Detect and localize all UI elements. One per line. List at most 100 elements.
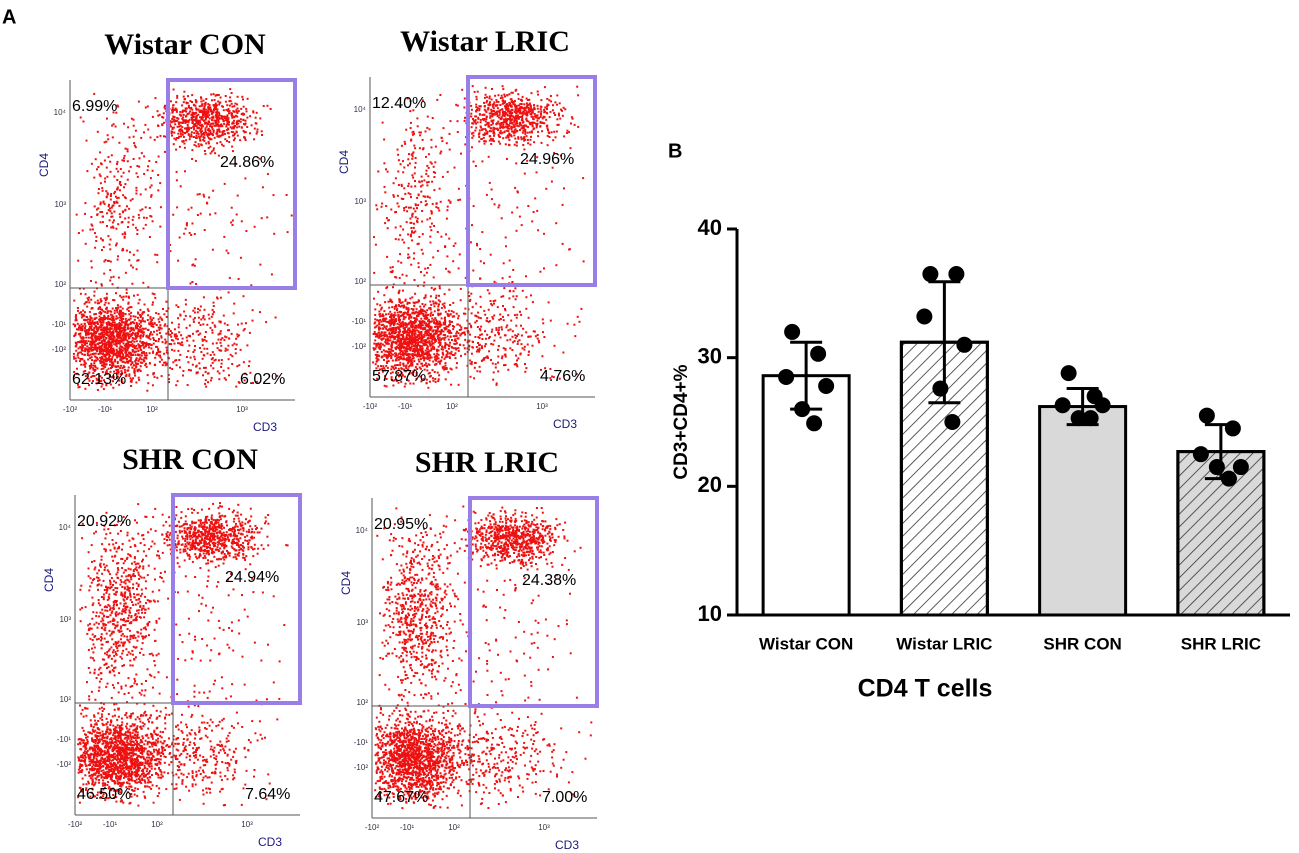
event-dot xyxy=(432,337,435,340)
event-dot xyxy=(119,216,122,219)
event-dot xyxy=(177,137,180,139)
event-dot xyxy=(118,335,121,338)
event-dot xyxy=(399,234,402,237)
event-dot xyxy=(116,197,119,200)
event-dot xyxy=(125,344,128,347)
event-dot xyxy=(235,162,238,165)
event-dot xyxy=(137,259,140,262)
event-dot xyxy=(408,359,411,362)
event-dot xyxy=(124,348,127,350)
event-dot xyxy=(83,341,86,344)
event-dot xyxy=(99,328,102,331)
event-dot xyxy=(90,260,93,263)
event-dot xyxy=(454,352,457,355)
event-dot xyxy=(121,346,123,349)
event-dot xyxy=(85,336,88,339)
event-dot xyxy=(409,342,412,345)
event-dot xyxy=(395,331,397,334)
event-dot xyxy=(521,131,524,134)
event-dot xyxy=(211,99,213,102)
event-dot xyxy=(226,324,229,326)
event-dot xyxy=(95,348,97,351)
event-dot xyxy=(262,105,265,107)
event-dot xyxy=(438,336,441,339)
event-dot xyxy=(389,339,392,342)
event-dot xyxy=(399,345,401,348)
event-dot xyxy=(121,314,124,317)
event-dot xyxy=(402,325,405,328)
event-dot xyxy=(107,351,110,354)
event-dot xyxy=(276,374,279,377)
event-dot xyxy=(504,105,506,108)
event-dot xyxy=(389,315,391,318)
event-dot xyxy=(106,175,109,178)
event-dot xyxy=(189,107,192,110)
event-dot xyxy=(478,136,481,138)
event-dot xyxy=(181,133,184,136)
event-dot xyxy=(139,321,142,324)
event-dot xyxy=(218,125,221,128)
event-dot xyxy=(118,333,121,336)
event-dot xyxy=(238,125,241,128)
event-dot xyxy=(120,372,123,375)
event-dot xyxy=(214,152,217,155)
event-dot xyxy=(101,249,103,251)
event-dot xyxy=(190,206,193,209)
event-dot xyxy=(216,118,219,121)
event-dot xyxy=(409,217,412,220)
event-dot xyxy=(112,318,115,320)
event-dot xyxy=(94,232,96,235)
event-dot xyxy=(414,332,417,335)
event-dot xyxy=(558,114,560,117)
event-dot xyxy=(103,330,106,333)
event-dot xyxy=(131,218,134,221)
event-dot xyxy=(146,169,149,172)
event-dot xyxy=(106,225,108,227)
event-dot xyxy=(447,325,450,328)
event-dot xyxy=(552,139,555,142)
event-dot xyxy=(115,354,118,357)
event-dot xyxy=(390,327,393,330)
event-dot xyxy=(530,113,533,116)
event-dot xyxy=(84,365,87,368)
event-dot xyxy=(97,323,99,325)
event-dot xyxy=(410,324,412,327)
event-dot xyxy=(235,109,238,112)
event-dot xyxy=(393,332,396,335)
event-dot xyxy=(176,96,179,99)
event-dot xyxy=(98,318,101,321)
event-dot xyxy=(200,131,203,134)
event-dot xyxy=(204,152,207,155)
event-dot xyxy=(138,322,141,325)
event-dot xyxy=(125,334,128,337)
event-dot xyxy=(389,314,392,317)
event-dot xyxy=(379,348,382,351)
event-dot xyxy=(492,317,495,320)
event-dot xyxy=(197,316,200,319)
event-dot xyxy=(102,343,104,346)
event-dot xyxy=(210,376,213,379)
event-dot xyxy=(195,100,198,103)
event-dot xyxy=(173,131,176,134)
event-dot xyxy=(209,106,211,109)
event-dot xyxy=(515,114,518,117)
event-dot xyxy=(231,344,234,347)
event-dot xyxy=(513,103,516,106)
event-dot xyxy=(221,130,224,133)
event-dot xyxy=(415,377,418,380)
event-dot xyxy=(430,326,433,329)
event-dot xyxy=(179,110,182,113)
event-dot xyxy=(185,115,187,118)
event-dot xyxy=(438,325,441,328)
event-dot xyxy=(221,133,224,136)
event-dot xyxy=(108,330,111,333)
event-dot xyxy=(135,189,138,192)
event-dot xyxy=(432,345,434,348)
event-dot xyxy=(155,345,157,348)
event-dot xyxy=(456,120,459,123)
event-dot xyxy=(385,334,388,337)
event-dot xyxy=(414,347,417,350)
event-dot xyxy=(398,298,401,301)
event-dot xyxy=(526,103,529,106)
event-dot xyxy=(426,369,429,372)
